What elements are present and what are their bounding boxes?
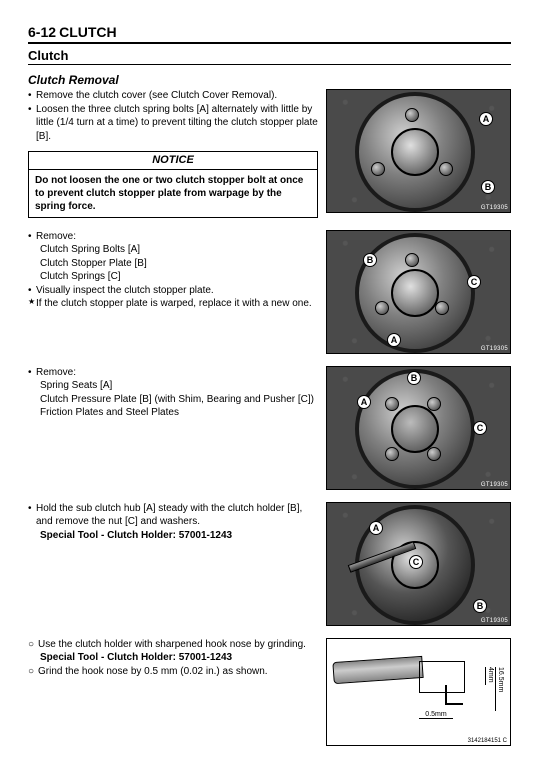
figure-5-diagram: 0.5mm 4mm 16.5mm 3142184151 C bbox=[326, 638, 511, 746]
sub-item: Clutch Stopper Plate [B] bbox=[28, 257, 318, 271]
callout-b: B bbox=[481, 180, 495, 194]
star-item: If the clutch stopper plate is warped, r… bbox=[28, 297, 318, 311]
text-column: Hold the sub clutch hub [A] steady with … bbox=[28, 502, 318, 543]
bullet-item: Loosen the three clutch spring bolts [A]… bbox=[28, 103, 318, 144]
content-row-4: Hold the sub clutch hub [A] steady with … bbox=[28, 502, 511, 626]
figure-2: B C A GT19305 bbox=[326, 230, 511, 354]
content-row-2: Remove: Clutch Spring Bolts [A] Clutch S… bbox=[28, 230, 511, 354]
text-column: Remove the clutch cover (see Clutch Cove… bbox=[28, 89, 318, 218]
bullet-item: Visually inspect the clutch stopper plat… bbox=[28, 284, 318, 298]
figure-label: GT19305 bbox=[481, 618, 508, 624]
sub-item: Clutch Pressure Plate [B] (with Shim, Be… bbox=[28, 393, 318, 407]
sub-item: Spring Seats [A] bbox=[28, 379, 318, 393]
circle-item: Use the clutch holder with sharpened hoo… bbox=[28, 638, 318, 652]
callout-a: A bbox=[357, 395, 371, 409]
callout-c: C bbox=[473, 421, 487, 435]
callout-a: A bbox=[387, 333, 401, 347]
bullet-item: Remove: bbox=[28, 366, 318, 380]
content-row-3: Remove: Spring Seats [A] Clutch Pressure… bbox=[28, 366, 511, 490]
text-column: Remove: Clutch Spring Bolts [A] Clutch S… bbox=[28, 230, 318, 311]
bullet-item: Hold the sub clutch hub [A] steady with … bbox=[28, 502, 318, 529]
notice-box: NOTICE Do not loosen the one or two clut… bbox=[28, 151, 318, 218]
figure-1: A B GT19305 bbox=[326, 89, 511, 213]
dimension-v2: 16.5mm bbox=[495, 667, 504, 711]
figure-3: A B C GT19305 bbox=[326, 366, 511, 490]
section-title: Clutch bbox=[28, 48, 511, 65]
sub-item: Friction Plates and Steel Plates bbox=[28, 406, 318, 420]
notice-body: Do not loosen the one or two clutch stop… bbox=[29, 170, 317, 217]
callout-c: C bbox=[467, 275, 481, 289]
tool-value: Clutch Holder: 57001-1243 bbox=[107, 652, 232, 663]
tool-line: Special Tool - Clutch Holder: 57001-1243 bbox=[28, 651, 318, 665]
text-column: Use the clutch holder with sharpened hoo… bbox=[28, 638, 318, 679]
figure-label: GT19305 bbox=[481, 346, 508, 352]
callout-b: B bbox=[473, 599, 487, 613]
bullet-item: Remove: bbox=[28, 230, 318, 244]
callout-a: A bbox=[369, 521, 383, 535]
page-header: 6-12 CLUTCH bbox=[28, 24, 511, 44]
page-number: 6-12 bbox=[28, 24, 56, 40]
callout-c: C bbox=[409, 555, 423, 569]
figure-label: GT19305 bbox=[481, 482, 508, 488]
subsection-title: Clutch Removal bbox=[28, 73, 511, 87]
figure-4: A C B GT19305 bbox=[326, 502, 511, 626]
circle-item: Grind the hook nose by 0.5 mm (0.02 in.)… bbox=[28, 665, 318, 679]
content-row-5: Use the clutch holder with sharpened hoo… bbox=[28, 638, 511, 746]
chapter-title: CLUTCH bbox=[59, 24, 117, 40]
callout-b: B bbox=[363, 253, 377, 267]
notice-title: NOTICE bbox=[29, 152, 317, 170]
tool-line: Special Tool - Clutch Holder: 57001-1243 bbox=[28, 529, 318, 543]
tool-label: Special Tool - bbox=[40, 530, 104, 541]
text-column: Remove: Spring Seats [A] Clutch Pressure… bbox=[28, 366, 318, 420]
callout-a: A bbox=[479, 112, 493, 126]
tool-value: Clutch Holder: 57001-1243 bbox=[107, 530, 232, 541]
figure-label: GT19305 bbox=[481, 205, 508, 211]
diagram-id: 3142184151 C bbox=[468, 738, 507, 744]
dimension-v1: 4mm bbox=[485, 667, 494, 685]
tool-label: Special Tool - bbox=[40, 652, 104, 663]
bullet-item: Remove the clutch cover (see Clutch Cove… bbox=[28, 89, 318, 103]
callout-b: B bbox=[407, 371, 421, 385]
content-row-1: Remove the clutch cover (see Clutch Cove… bbox=[28, 89, 511, 218]
sub-item: Clutch Springs [C] bbox=[28, 270, 318, 284]
dimension-h: 0.5mm bbox=[419, 711, 453, 719]
sub-item: Clutch Spring Bolts [A] bbox=[28, 243, 318, 257]
